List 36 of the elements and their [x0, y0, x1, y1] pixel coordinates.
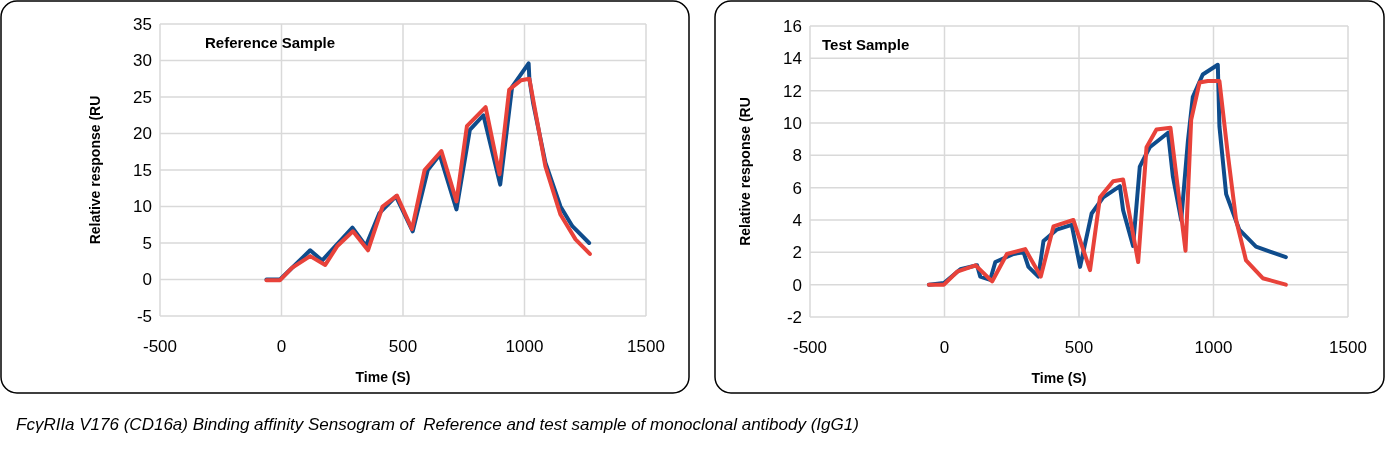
y-axis-title: Relative response (RU: [737, 97, 753, 246]
x-tick-label: 0: [276, 337, 287, 356]
text: Test Sample: [822, 36, 910, 53]
y-tick-label: 25: [133, 87, 152, 107]
y-tick-label: 6: [792, 178, 802, 198]
y-tick-label: 8: [792, 146, 802, 166]
y-tick-label: 10: [783, 113, 802, 133]
y-tick-label: 4: [792, 210, 802, 230]
y-tick-label: 15: [133, 160, 152, 180]
x-tick-label: 1500: [1329, 338, 1367, 357]
y-tick-label: 5: [142, 233, 152, 253]
x-axis-title: Time (S): [1031, 370, 1087, 386]
y-tick-label: 0: [142, 270, 152, 290]
text: Reference Sample: [205, 34, 336, 51]
y-tick-label: 10: [133, 197, 152, 217]
y-tick-label: 16: [783, 16, 802, 36]
y-tick-label: 20: [133, 124, 152, 144]
y-tick-label: 35: [133, 14, 152, 34]
y-tick-label: 14: [783, 49, 802, 69]
y-tick-label: -5: [136, 306, 152, 326]
x-tick-label: 1500: [627, 337, 665, 356]
y-tick-label: -2: [786, 307, 802, 327]
x-tick-label: 500: [1064, 338, 1094, 357]
y-tick-label: 30: [133, 51, 152, 71]
y-axis-title: Relative response (RU: [87, 95, 103, 245]
x-tick-label: 1000: [1194, 338, 1233, 357]
x-tick-label: 1000: [505, 337, 544, 356]
y-tick-label: 0: [792, 275, 802, 295]
x-tick-label: -500: [792, 338, 828, 357]
y-tick-label: 2: [792, 243, 802, 263]
y-tick-label: 12: [783, 81, 802, 101]
x-tick-label: 0: [939, 338, 950, 357]
x-tick-label: 500: [388, 337, 418, 356]
x-axis-title: Time (S): [355, 369, 411, 385]
text: FcγRIIa V176 (CD16a) Binding affinity Sensogram of Reference and test sample of monoclonal antibody (IgG1): [16, 415, 859, 434]
x-tick-label: -500: [142, 337, 178, 356]
